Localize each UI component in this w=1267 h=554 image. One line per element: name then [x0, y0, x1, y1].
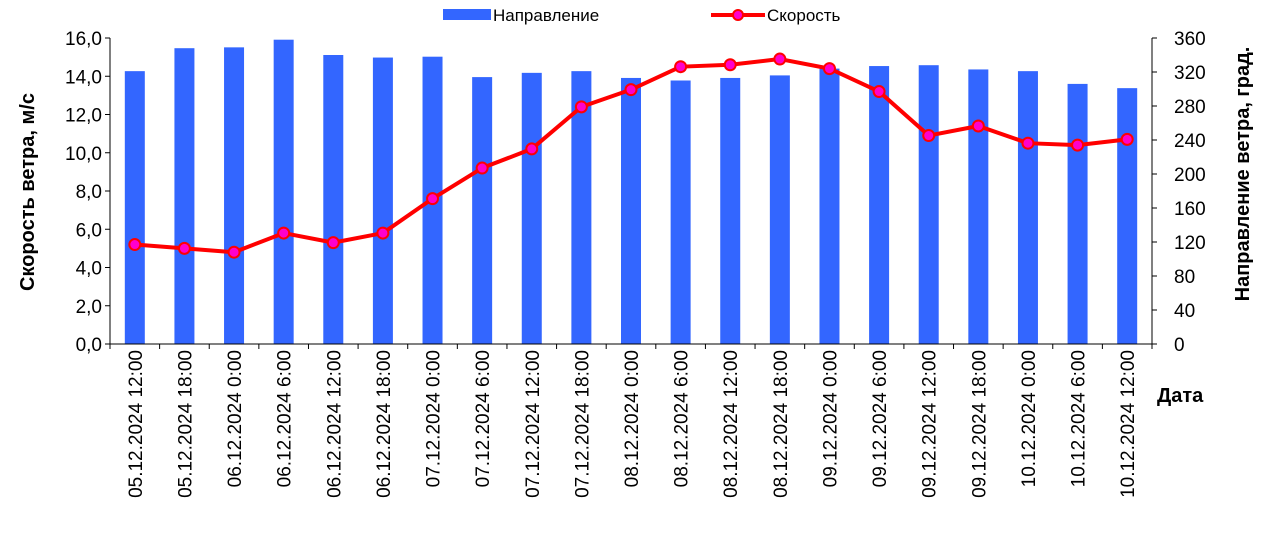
bar-direction	[571, 71, 592, 345]
x-tick-label: 08.12.2024 6:00	[672, 350, 693, 487]
x-tick-label: 05.12.2024 12:00	[126, 350, 147, 498]
speed-point	[723, 58, 737, 72]
y-tick-right-label: 80	[1174, 267, 1195, 288]
speed-point	[773, 52, 787, 66]
x-tick-label: 08.12.2024 18:00	[771, 350, 792, 498]
x-tick-label: 07.12.2024 6:00	[473, 350, 494, 487]
y-tick-left-label: 14,0	[65, 67, 102, 88]
y-tick-left-label: 0,0	[76, 335, 102, 356]
speed-point	[822, 62, 836, 76]
x-tick-label: 09.12.2024 18:00	[969, 350, 990, 498]
x-tick-label: 10.12.2024 6:00	[1069, 350, 1090, 487]
y-tick-right-label: 280	[1174, 97, 1206, 118]
speed-point	[227, 245, 241, 259]
y-tick-left-label: 10,0	[65, 144, 102, 165]
x-tick-label: 10.12.2024 0:00	[1019, 350, 1040, 487]
bar-direction	[1067, 83, 1088, 345]
legend: Направление Скорость	[443, 6, 841, 25]
speed-point	[277, 226, 291, 240]
x-tick-label: 06.12.2024 6:00	[275, 350, 296, 487]
bar-direction	[472, 77, 493, 344]
speed-point	[525, 142, 539, 156]
speed-point	[1021, 136, 1035, 150]
bar-direction	[521, 72, 542, 344]
legend-label-speed: Скорость	[767, 6, 841, 25]
legend-label-direction: Направление	[493, 6, 599, 25]
x-tick-label: 05.12.2024 18:00	[175, 350, 196, 498]
line-speed	[128, 52, 1134, 259]
bar-direction	[1017, 71, 1038, 345]
bar-direction	[323, 55, 344, 344]
x-tick-label: 06.12.2024 18:00	[374, 350, 395, 498]
y-tick-right-label: 160	[1174, 199, 1206, 220]
y-tick-right-label: 200	[1174, 165, 1206, 186]
speed-point	[1120, 132, 1134, 146]
bar-direction	[769, 75, 790, 345]
y-tick-right-label: 40	[1174, 301, 1195, 322]
x-axis-title: Дата	[1157, 385, 1204, 407]
y-tick-right-label: 360	[1174, 29, 1206, 50]
y-axis-left-title: Скорость ветра, м/с	[17, 93, 39, 291]
x-tick-label: 10.12.2024 12:00	[1118, 350, 1139, 498]
speed-point	[475, 161, 489, 175]
speed-point	[574, 100, 588, 114]
axes	[105, 37, 1157, 349]
bar-direction	[918, 65, 939, 344]
speed-point	[426, 192, 440, 206]
x-tick-label: 07.12.2024 12:00	[523, 350, 544, 498]
x-tick-label: 08.12.2024 0:00	[622, 350, 643, 487]
bar-direction	[819, 68, 840, 344]
speed-point	[922, 129, 936, 143]
speed-point	[128, 238, 142, 252]
legend-swatch-direction	[443, 9, 491, 20]
y-tick-right-label: 0	[1174, 335, 1185, 356]
speed-point	[326, 236, 340, 250]
bar-direction	[372, 57, 393, 345]
bar-direction	[869, 66, 890, 345]
speed-point	[177, 241, 191, 255]
speed-point	[1071, 138, 1085, 152]
speed-point	[624, 83, 638, 97]
x-tick-label: 09.12.2024 12:00	[920, 350, 941, 498]
y-tick-left-label: 12,0	[65, 106, 102, 127]
bar-direction	[968, 69, 989, 344]
speed-point	[674, 60, 688, 74]
speed-point	[971, 119, 985, 133]
bar-direction	[224, 47, 245, 344]
y-tick-right-label: 240	[1174, 131, 1206, 152]
y-tick-left-label: 2,0	[76, 297, 102, 318]
bar-direction	[273, 39, 294, 344]
bar-direction	[1117, 88, 1138, 345]
x-tick-label: 07.12.2024 0:00	[424, 350, 445, 487]
x-tick-label: 06.12.2024 12:00	[324, 350, 345, 498]
y-tick-left-label: 16,0	[65, 29, 102, 50]
x-tick-label: 06.12.2024 0:00	[225, 350, 246, 487]
bar-direction	[621, 77, 641, 344]
bar-direction	[124, 71, 145, 345]
x-tick-label: 07.12.2024 18:00	[572, 350, 593, 498]
y-tick-right-label: 320	[1174, 63, 1206, 84]
tick-labels: 0,0 2,0 4,0 6,0 8,0 10,0 12,0 14,0 16,0 0 40 80 120 1…	[65, 29, 1206, 498]
y-axis-right-title: Направление ветра, град.	[1232, 47, 1254, 302]
bar-direction	[174, 48, 195, 344]
speed-point	[376, 226, 390, 240]
x-tick-label: 09.12.2024 6:00	[870, 350, 891, 487]
x-tick-label: 08.12.2024 12:00	[721, 350, 742, 498]
y-tick-right-label: 120	[1174, 233, 1206, 254]
y-tick-left-label: 6,0	[76, 220, 102, 241]
bar-direction	[720, 77, 741, 344]
speed-point	[872, 85, 886, 99]
bar-direction	[670, 80, 691, 344]
legend-swatch-speed-marker	[732, 9, 744, 21]
x-tick-label: 09.12.2024 0:00	[820, 350, 841, 487]
y-tick-left-label: 8,0	[76, 182, 102, 203]
y-tick-left-label: 4,0	[76, 259, 102, 280]
